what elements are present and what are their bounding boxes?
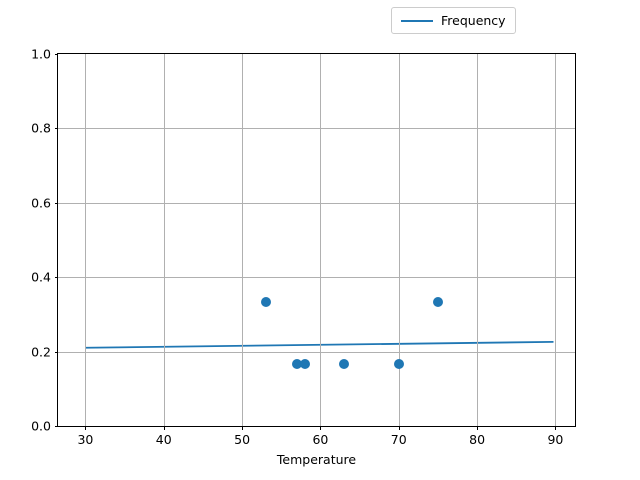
y-axis-tick-label: 0.0 xyxy=(31,418,51,434)
scatter-point xyxy=(260,297,271,308)
x-axis-tick xyxy=(555,426,557,430)
gridline-vertical xyxy=(163,54,165,426)
x-axis-tick-label: 80 xyxy=(469,432,486,447)
x-axis-tick-label: 60 xyxy=(312,432,329,447)
x-axis-tick-label: 90 xyxy=(547,432,564,447)
x-axis-tick xyxy=(320,426,322,430)
y-axis-tick-label: 0.4 xyxy=(31,269,51,285)
frequency-trend-line xyxy=(85,340,554,349)
y-axis-tick xyxy=(54,426,58,427)
gridline-vertical xyxy=(320,54,322,426)
x-axis-tick xyxy=(242,426,244,430)
gridline-vertical xyxy=(555,54,557,426)
trend-line-layer xyxy=(85,340,554,349)
y-axis-tick xyxy=(54,277,58,279)
y-axis-tick-label: 0.2 xyxy=(31,344,51,360)
gridline-vertical xyxy=(242,54,244,426)
x-axis-tick xyxy=(477,426,479,430)
y-axis-tick-label: 1.0 xyxy=(31,46,51,62)
x-axis-tick xyxy=(398,426,400,430)
scatter-point xyxy=(291,358,302,369)
y-axis-tick-label: 0.6 xyxy=(31,195,51,211)
gridline-horizontal xyxy=(58,128,575,130)
gridline-horizontal xyxy=(58,351,575,353)
legend-line-swatch xyxy=(401,19,433,22)
x-axis-tick xyxy=(163,426,165,430)
x-axis-tick-label: 50 xyxy=(234,432,251,447)
x-axis-tick-label: 70 xyxy=(390,432,407,447)
y-axis-tick xyxy=(54,202,58,204)
y-axis-tick xyxy=(54,351,58,353)
scatter-point xyxy=(299,358,310,369)
gridline-vertical xyxy=(398,54,400,426)
chart-legend: Frequency xyxy=(391,7,516,34)
scatter-point xyxy=(338,358,349,369)
scatter-point xyxy=(432,297,443,308)
y-axis-tick xyxy=(54,54,58,55)
y-axis-tick xyxy=(54,128,58,130)
gridline-horizontal xyxy=(58,202,575,204)
y-axis-tick-label: 0.8 xyxy=(31,120,51,136)
scatter-point xyxy=(393,358,404,369)
x-axis-tick-label: 30 xyxy=(77,432,94,447)
x-axis-tick xyxy=(85,426,87,430)
x-axis-label: Temperature xyxy=(276,452,357,467)
gridline-vertical xyxy=(85,54,87,426)
gridline-horizontal xyxy=(58,277,575,279)
x-axis-tick-label: 40 xyxy=(155,432,172,447)
legend-label-frequency: Frequency xyxy=(441,13,506,28)
gridline-vertical xyxy=(477,54,479,426)
plot-area: 30 40 50 60 70 80 90 0.0 0.2 0.4 0.6 0.8 1.0 xyxy=(31,47,576,447)
